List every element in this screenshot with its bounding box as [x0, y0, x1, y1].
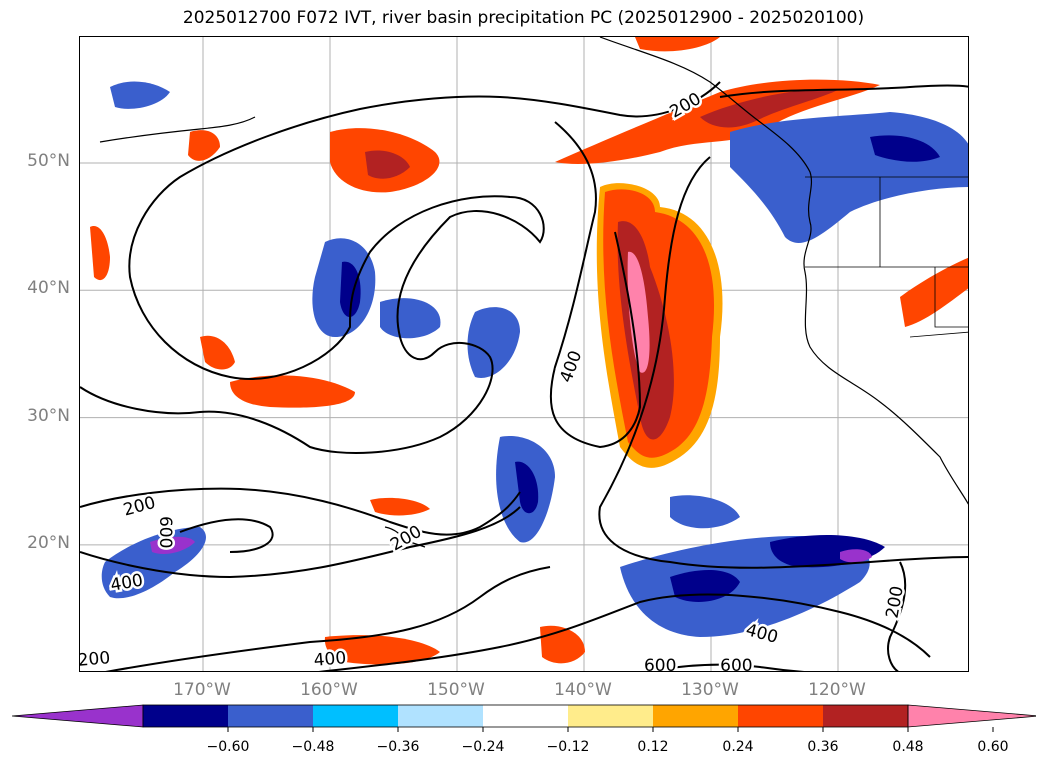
- positive-anomaly-plume-pink: [627, 251, 650, 373]
- coastline-hawaii: [384, 526, 426, 548]
- latitude-label: 30°N: [27, 405, 70, 426]
- border-mexico: [909, 331, 968, 338]
- contour-label-halo: 600: [644, 656, 676, 672]
- ivt-contour-200-plume: [598, 156, 968, 569]
- coastline-north-america: [599, 37, 968, 505]
- colorbar-segment: [143, 705, 228, 727]
- positive-anomaly-b7: [370, 497, 430, 516]
- colorbar-tick-label: −0.12: [546, 739, 590, 755]
- coastline: [99, 37, 968, 548]
- colorbar-tick-label: 0.36: [807, 739, 839, 755]
- longitude-label: 120°W: [808, 680, 866, 700]
- plot-title: 2025012700 F072 IVT, river basin precipi…: [182, 8, 865, 28]
- latitude-label: 20°N: [27, 532, 70, 553]
- ivt-contour-200-se: [887, 561, 907, 671]
- contour-label: 400: [744, 620, 781, 648]
- ivt-contour-outer-right: [719, 84, 968, 98]
- longitude-label: 170°W: [173, 680, 231, 700]
- negative-anomaly-sw-purple: [150, 536, 195, 554]
- positive-anomaly-b2: [230, 375, 355, 408]
- contour-label: 600: [720, 656, 752, 672]
- negative-anomaly-central-core: [340, 261, 361, 317]
- contour-label-halo: 200: [80, 648, 111, 671]
- colorbar-segment: [398, 705, 483, 727]
- colorbar-segment: [228, 705, 313, 727]
- contour-label-halo: 600: [720, 656, 752, 672]
- colorbar-segment: [568, 705, 653, 727]
- colorbar-segment: [738, 705, 823, 727]
- ivt-contours: [80, 81, 968, 671]
- positive-anomaly-b1-core: [365, 150, 410, 179]
- ivt-contour-200-sw: [80, 487, 521, 536]
- colorbar-segment: [313, 705, 398, 727]
- colorbar-tick-label: −0.24: [461, 739, 505, 755]
- longitude-label: 160°W: [300, 680, 358, 700]
- colorbar: [12, 704, 1036, 732]
- negative-anomaly-pnw: [730, 112, 968, 243]
- ivt-contour-400-sw: [80, 506, 521, 579]
- ivt-contour-200-main: [80, 81, 721, 454]
- positive-anomaly-arc-dark: [700, 88, 840, 128]
- positive-anomaly-b6: [200, 335, 235, 370]
- negative-anomaly-c5: [670, 495, 740, 529]
- colorbar-extend-low: [12, 704, 144, 728]
- negative-anomaly-c4: [380, 298, 441, 339]
- positive-anomaly-b9: [188, 130, 220, 161]
- longitude-label: 130°W: [681, 680, 739, 700]
- colorbar-tick-label: 0.48: [892, 739, 924, 755]
- colorbar-tick-label: 0.12: [637, 739, 669, 755]
- contour-label: 400: [556, 348, 586, 385]
- colorbar-segment: [483, 705, 568, 727]
- precipitation-shading: [90, 37, 968, 665]
- ivt-contour-600-s: [645, 663, 805, 671]
- colorbar-tick-label: −0.48: [291, 739, 335, 755]
- longitude-label: 150°W: [427, 680, 485, 700]
- contour-label: 200: [882, 584, 907, 619]
- contour-label-halo: 600: [155, 516, 175, 548]
- ivt-contour-400-s: [318, 593, 931, 671]
- coastline-aleutians: [99, 116, 256, 143]
- positive-anomaly-top: [635, 37, 720, 52]
- border-states-2: [879, 177, 968, 328]
- negative-anomaly-se-purple: [840, 549, 872, 563]
- colorbar-segment: [653, 705, 738, 727]
- ivt-contour-200-s: [105, 566, 551, 671]
- negative-anomaly-c2: [467, 307, 520, 378]
- ivt-contour-400-ring: [549, 121, 642, 449]
- positive-anomaly-b3: [90, 226, 110, 281]
- negative-anomaly-nw: [110, 81, 170, 109]
- negative-anomaly-pnw-dark: [870, 135, 940, 162]
- contour-label: 200: [80, 648, 111, 671]
- contour-label-halo: 400: [313, 648, 347, 671]
- contour-label: 400: [313, 648, 347, 671]
- positive-anomaly-b8: [900, 257, 968, 327]
- colorbar-tick-label: 0.60: [977, 739, 1009, 755]
- latitude-label: 50°N: [27, 151, 70, 171]
- contour-label: 600: [155, 516, 175, 548]
- colorbar-tick-label: −0.60: [206, 739, 250, 755]
- positive-anomaly-b4: [324, 635, 440, 665]
- latitude-label: 40°N: [27, 278, 70, 299]
- map-panel[interactable]: 200 200 600 600 400 400 200 200 400 400 200 200 400 4…: [79, 36, 969, 672]
- contour-label: 600: [644, 656, 676, 672]
- political-borders: [805, 176, 968, 338]
- colorbar-extend-high: [907, 704, 1036, 728]
- colorbar-tick-label: 0.24: [722, 739, 754, 755]
- colorbar-segment: [823, 705, 908, 727]
- negative-anomaly-c3-core: [515, 461, 539, 514]
- ivt-contour-600-sw: [179, 518, 274, 553]
- colorbar-tick-label: −0.36: [376, 739, 420, 755]
- longitude-label: 140°W: [554, 680, 612, 700]
- colorbar-outline: [142, 704, 909, 728]
